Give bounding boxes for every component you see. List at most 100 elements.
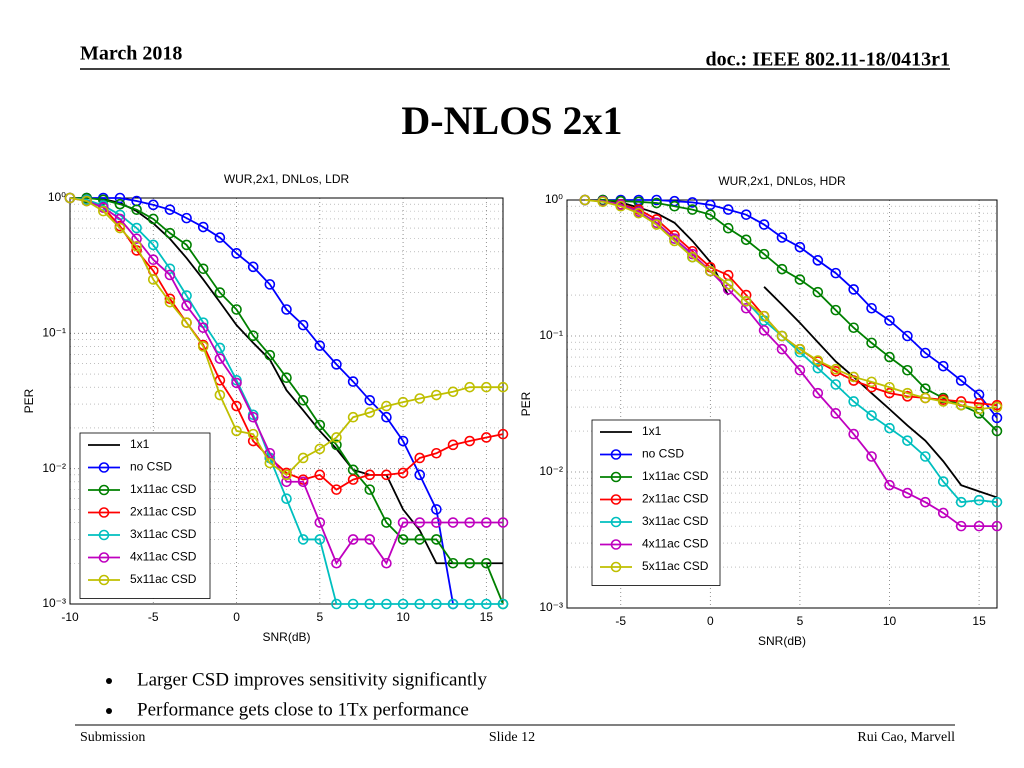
point-marker: [579, 194, 591, 206]
point-marker: [381, 400, 392, 412]
bullet-dot: [106, 708, 112, 714]
point-marker: [181, 300, 192, 312]
legend-label: 5x11ac CSD: [130, 572, 197, 586]
point-marker: [347, 534, 359, 545]
point-marker: [812, 286, 824, 298]
point-marker: [497, 517, 509, 528]
point-marker: [147, 254, 159, 266]
point-marker: [364, 407, 376, 418]
point-marker: [464, 381, 475, 393]
point-marker: [991, 496, 1003, 508]
footer-right: Rui Cao, Marvell: [857, 730, 955, 745]
point-marker: [414, 452, 426, 464]
point-marker: [776, 330, 788, 342]
point-marker: [431, 447, 442, 459]
point-marker: [114, 222, 126, 234]
point-marker: [281, 476, 292, 488]
y-tick-label: 10⁻¹: [539, 328, 563, 342]
point-marker: [164, 269, 176, 281]
point-marker: [812, 387, 824, 399]
point-marker: [481, 432, 492, 443]
point-marker: [776, 232, 788, 243]
point-marker: [464, 557, 475, 569]
point-marker: [447, 517, 459, 528]
x-axis-label: SNR(dB): [262, 630, 310, 644]
point-marker: [364, 395, 376, 406]
point-marker: [884, 422, 895, 434]
point-marker: [431, 517, 442, 528]
point-marker: [297, 534, 309, 545]
legend-label: no CSD: [642, 447, 684, 461]
point-marker: [247, 330, 259, 342]
bullet-text: Larger CSD improves sensitivity signific…: [137, 669, 488, 690]
point-marker: [347, 598, 359, 610]
point-marker: [651, 194, 662, 206]
point-marker: [381, 598, 392, 610]
point-marker: [64, 192, 76, 204]
point-marker: [830, 363, 842, 375]
point-marker: [114, 198, 126, 210]
point-marker: [481, 381, 492, 393]
point-marker: [397, 435, 409, 447]
point-marker: [281, 372, 292, 384]
point-marker: [830, 408, 842, 419]
point-marker: [397, 517, 409, 528]
point-marker: [147, 213, 159, 225]
point-marker: [147, 274, 159, 285]
point-marker: [297, 476, 309, 488]
point-marker: [920, 451, 931, 462]
point-marker: [231, 400, 242, 412]
point-marker: [381, 411, 392, 423]
point-marker: [447, 439, 459, 451]
point-marker: [147, 239, 159, 251]
point-marker: [264, 349, 276, 361]
point-marker: [347, 474, 359, 485]
series-line: [763, 286, 998, 499]
point-marker: [651, 197, 662, 209]
point-marker: [131, 240, 142, 252]
point-marker: [364, 469, 376, 481]
point-marker: [884, 315, 895, 326]
point-marker: [214, 353, 226, 364]
point-marker: [214, 287, 226, 298]
point-marker: [364, 484, 376, 495]
point-marker: [447, 598, 459, 610]
series-line: [69, 197, 503, 605]
series-line: [69, 197, 503, 566]
point-marker: [464, 517, 475, 528]
point-marker: [758, 310, 770, 322]
point-marker: [414, 534, 426, 545]
legend-label: 3x11ac CSD: [130, 527, 197, 541]
point-marker: [740, 302, 752, 314]
point-marker: [884, 351, 895, 363]
y-axis-label: PER: [519, 391, 533, 416]
point-marker: [331, 557, 342, 569]
point-marker: [397, 598, 409, 610]
point-marker: [481, 598, 492, 610]
point-marker: [866, 337, 877, 349]
point-marker: [812, 355, 824, 366]
point-marker: [164, 263, 176, 275]
point-marker: [247, 261, 259, 273]
point-marker: [297, 395, 309, 406]
point-marker: [902, 364, 913, 376]
series-line: [70, 197, 504, 605]
point-marker: [497, 381, 509, 393]
plot-frame: [69, 197, 504, 605]
legend-label: 2x11ac CSD: [642, 492, 709, 506]
chart-title: WUR,2x1, DNLos, HDR: [718, 174, 846, 188]
point-marker: [884, 479, 895, 491]
point-marker: [81, 195, 92, 207]
point-marker: [973, 397, 985, 409]
chart-title: WUR,2x1, DNLos, LDR: [224, 172, 350, 186]
point-marker: [830, 304, 842, 316]
point-marker: [776, 263, 788, 275]
point-marker: [848, 371, 859, 383]
point-marker: [131, 204, 142, 215]
point-marker: [264, 447, 276, 459]
x-tick-label: 15: [972, 614, 986, 628]
point-marker: [866, 302, 877, 314]
point-marker: [147, 199, 159, 211]
point-marker: [758, 325, 770, 336]
point-marker: [164, 204, 176, 215]
